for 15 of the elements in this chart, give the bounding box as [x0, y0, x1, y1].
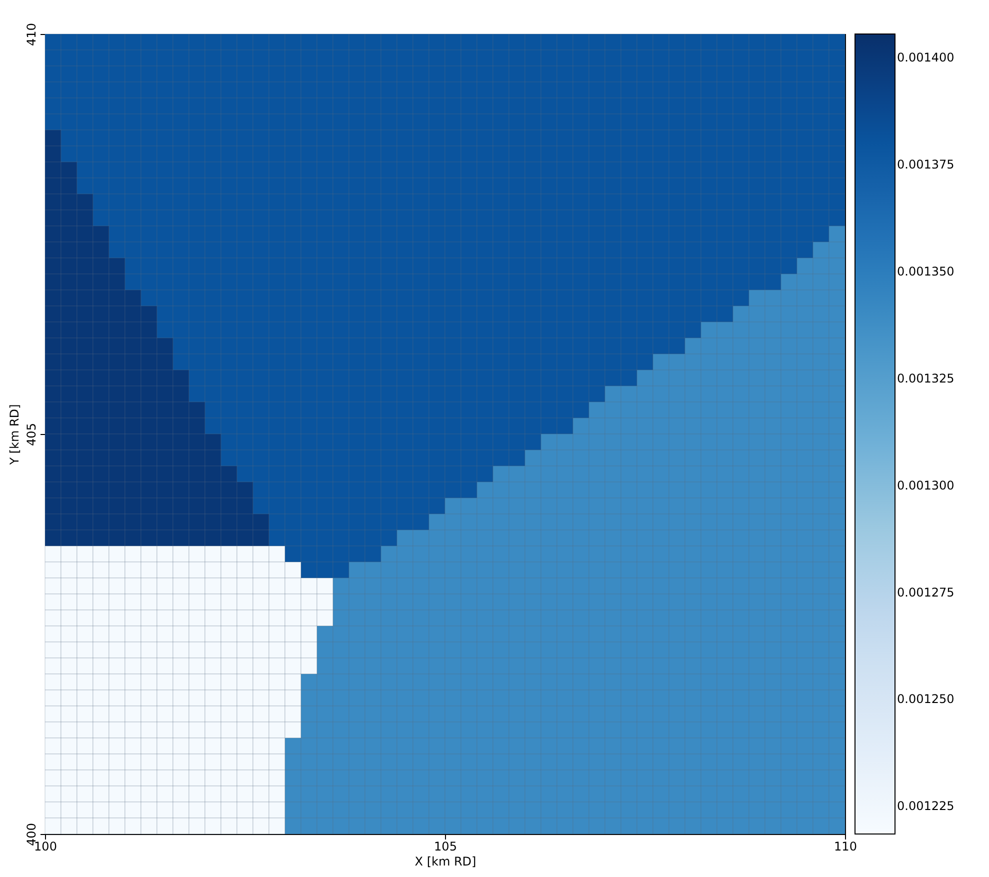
x-axis-title: X [km RD] — [414, 854, 476, 868]
y-tick-label: 410 — [24, 23, 38, 46]
x-tick-label: 105 — [434, 840, 457, 854]
y-axis-title: Y [km RD] — [8, 404, 22, 466]
color-bar-label: 0.001250 — [897, 692, 954, 706]
color-bar-label: 0.001275 — [897, 585, 954, 600]
color-bar-label: 0.001400 — [897, 50, 954, 65]
x-tick-label: 100 — [34, 840, 57, 854]
x-tick-label: 110 — [834, 840, 857, 854]
color-bar-label: 0.001225 — [897, 799, 954, 814]
color-bar-label: 0.001350 — [897, 264, 954, 278]
color-bar-label: 0.001300 — [897, 478, 954, 492]
y-tick-label: 405 — [24, 423, 38, 446]
color-bar-label: 0.001325 — [897, 371, 954, 386]
color-bar-label: 0.001375 — [897, 157, 954, 172]
